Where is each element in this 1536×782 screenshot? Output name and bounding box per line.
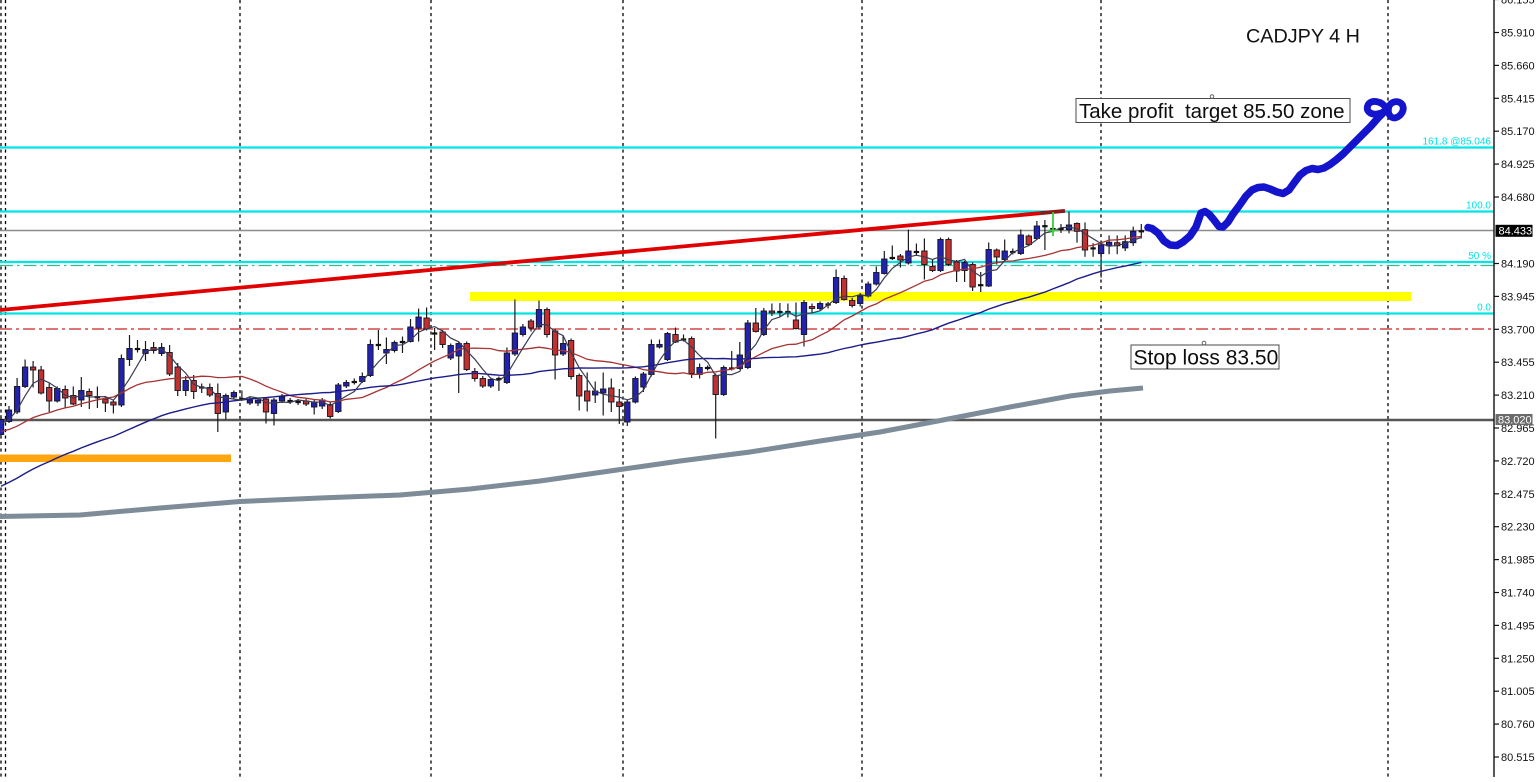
svg-text:85.170: 85.170 bbox=[1501, 126, 1535, 138]
svg-text:81.495: 81.495 bbox=[1501, 620, 1535, 632]
svg-text:CADJPY 4 H: CADJPY 4 H bbox=[1246, 26, 1360, 48]
svg-text:80.760: 80.760 bbox=[1501, 719, 1535, 731]
svg-text:82.965: 82.965 bbox=[1501, 423, 1535, 435]
svg-text:100.0: 100.0 bbox=[1466, 201, 1491, 212]
svg-text:84.190: 84.190 bbox=[1501, 259, 1535, 271]
svg-text:86.155: 86.155 bbox=[1501, 0, 1535, 7]
svg-text:81.250: 81.250 bbox=[1501, 653, 1535, 665]
svg-text:84.680: 84.680 bbox=[1501, 192, 1535, 204]
svg-text:85.415: 85.415 bbox=[1501, 93, 1535, 105]
svg-text:83.455: 83.455 bbox=[1501, 357, 1535, 369]
svg-text:161.8 @85.046: 161.8 @85.046 bbox=[1422, 137, 1491, 148]
svg-text:81.005: 81.005 bbox=[1501, 686, 1535, 698]
svg-text:84.433: 84.433 bbox=[1499, 226, 1533, 238]
svg-text:85.660: 85.660 bbox=[1501, 60, 1535, 72]
svg-text:Take profit target 85.50 zone: Take profit target 85.50 zone bbox=[1079, 100, 1345, 123]
svg-text:50 %: 50 % bbox=[1468, 251, 1491, 262]
svg-text:83.945: 83.945 bbox=[1501, 291, 1535, 303]
svg-text:81.740: 81.740 bbox=[1501, 588, 1535, 600]
svg-text:83.700: 83.700 bbox=[1501, 324, 1535, 336]
svg-text:85.910: 85.910 bbox=[1501, 28, 1535, 40]
svg-text:83.210: 83.210 bbox=[1501, 390, 1535, 402]
svg-text:84.925: 84.925 bbox=[1501, 159, 1535, 171]
svg-text:82.230: 82.230 bbox=[1501, 522, 1535, 534]
svg-text:Stop loss 83.50: Stop loss 83.50 bbox=[1134, 347, 1279, 370]
svg-text:82.720: 82.720 bbox=[1501, 456, 1535, 468]
svg-text:82.475: 82.475 bbox=[1501, 489, 1535, 501]
svg-text:81.985: 81.985 bbox=[1501, 555, 1535, 567]
svg-text:80.515: 80.515 bbox=[1501, 752, 1535, 764]
svg-text:0.0: 0.0 bbox=[1477, 303, 1491, 314]
svg-text:83.020: 83.020 bbox=[1498, 414, 1532, 426]
